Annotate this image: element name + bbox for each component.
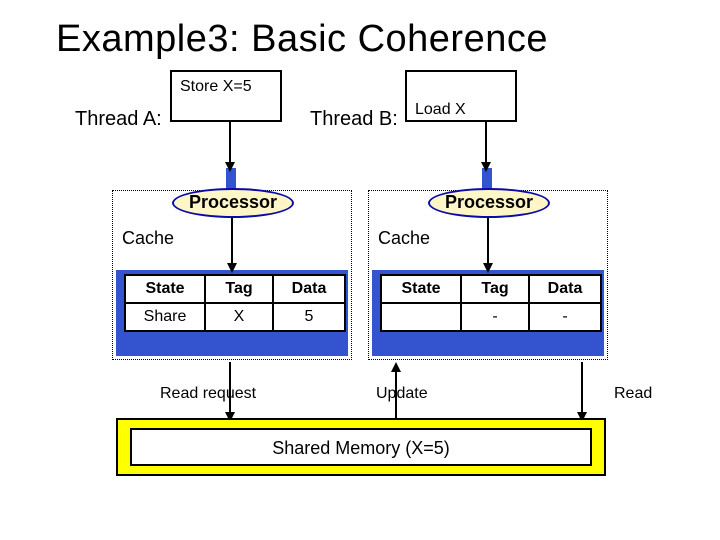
cell-a-state: Share <box>125 303 205 331</box>
page-title: Example3: Basic Coherence <box>56 18 548 61</box>
arrow3-line <box>581 362 583 416</box>
thread-b-box: Load X <box>405 70 517 122</box>
cache-label-a: Cache <box>122 228 174 249</box>
arrow-tb-head <box>481 162 491 172</box>
col-state-b: State <box>381 275 461 303</box>
proc-cache-line-b <box>487 218 489 268</box>
col-data-b: Data <box>529 275 601 303</box>
cell-b-state <box>381 303 461 331</box>
cache-label-b: Cache <box>378 228 430 249</box>
arrow2-head <box>391 362 401 372</box>
arrow-ta-line <box>229 122 231 166</box>
col-state: State <box>125 275 205 303</box>
update-label: Update <box>376 385 428 403</box>
col-data: Data <box>273 275 345 303</box>
cache-table-a: State Tag Data Share X 5 <box>124 274 346 332</box>
arrow-tb-line <box>485 122 487 166</box>
thread-b-text: Load X <box>415 101 507 119</box>
thread-a-box: Store X=5 <box>170 70 282 122</box>
arrow-ta-head <box>225 162 235 172</box>
proc-cache-head-b <box>483 263 493 273</box>
thread-a-label: Thread A: <box>75 108 162 131</box>
processor-b: Processor <box>428 188 550 218</box>
read-request-label: Read request <box>160 385 256 403</box>
read-label: Read <box>614 385 652 403</box>
cell-b-tag: - <box>461 303 529 331</box>
col-tag: Tag <box>205 275 273 303</box>
cache-table-b: State Tag Data - - <box>380 274 602 332</box>
cell-a-data: 5 <box>273 303 345 331</box>
thread-a-text: Store X=5 <box>180 78 272 96</box>
thread-b-label: Thread B: <box>310 108 398 131</box>
cell-a-tag: X <box>205 303 273 331</box>
col-tag-b: Tag <box>461 275 529 303</box>
proc-cache-head-a <box>227 263 237 273</box>
processor-a: Processor <box>172 188 294 218</box>
cell-b-data: - <box>529 303 601 331</box>
memory-inner: Shared Memory (X=5) <box>130 428 592 466</box>
proc-cache-line-a <box>231 218 233 268</box>
